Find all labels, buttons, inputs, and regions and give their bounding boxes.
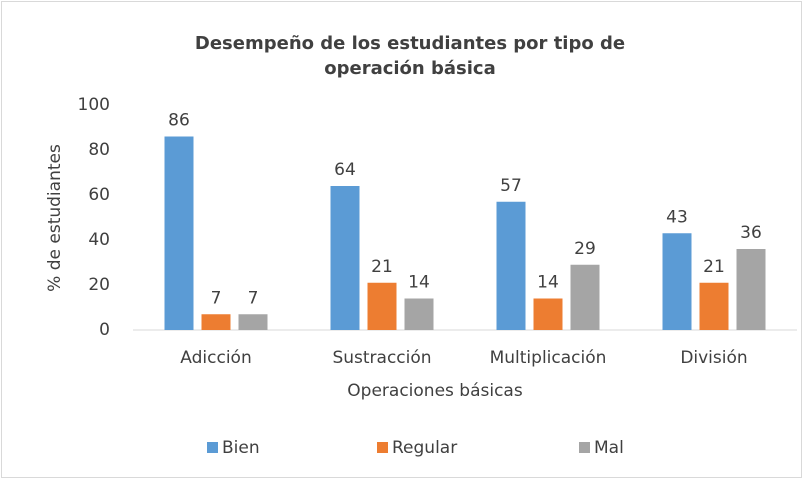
bar [201, 314, 231, 330]
bar [404, 298, 434, 330]
bar [533, 298, 563, 330]
y-tick-label: 40 [88, 230, 110, 250]
legend-label: Bien [222, 438, 260, 458]
bar [699, 282, 729, 330]
data-label: 7 [248, 288, 259, 308]
bar [736, 249, 766, 330]
bar [330, 186, 360, 330]
data-label: 64 [334, 160, 356, 180]
y-axis-label: % de estudiantes [45, 144, 65, 292]
bar [662, 233, 692, 330]
x-tick-label: Sustracción [332, 348, 431, 368]
data-label: 14 [537, 273, 559, 293]
bar [164, 136, 194, 330]
bar [367, 282, 397, 330]
legend-label: Regular [392, 438, 457, 458]
bar [496, 201, 526, 330]
data-label: 7 [211, 288, 222, 308]
x-tick-label: Multiplicación [490, 348, 607, 368]
data-label: 21 [703, 257, 725, 277]
chart-title: operación básica [324, 58, 496, 79]
data-label: 29 [574, 239, 596, 259]
data-label: 14 [408, 273, 430, 293]
chart-title: Desempeño de los estudiantes por tipo de [195, 33, 625, 54]
data-label: 86 [168, 111, 190, 131]
y-tick-label: 20 [88, 275, 110, 295]
data-label: 36 [740, 223, 762, 243]
y-tick-label: 80 [88, 140, 110, 160]
x-tick-label: División [680, 348, 747, 368]
x-tick-label: Adicción [180, 348, 251, 368]
y-tick-label: 60 [88, 185, 110, 205]
bar [238, 314, 268, 330]
data-label: 43 [666, 207, 688, 227]
data-label: 57 [500, 176, 522, 196]
data-label: 21 [371, 257, 393, 277]
y-tick-label: 100 [78, 95, 110, 115]
bar [570, 264, 600, 330]
y-tick-label: 0 [99, 320, 110, 340]
legend-swatch [377, 442, 388, 453]
legend-swatch [207, 442, 218, 453]
x-axis-label: Operaciones básicas [347, 381, 523, 401]
legend-label: Mal [594, 438, 624, 458]
legend-swatch [579, 442, 590, 453]
